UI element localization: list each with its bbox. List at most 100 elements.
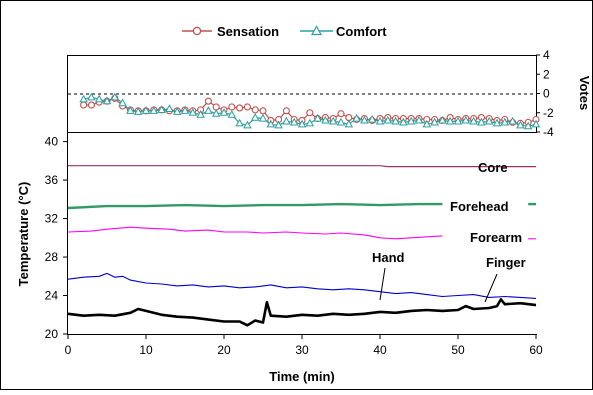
legend-sensation-label: Sensation <box>217 24 279 39</box>
comfort-point <box>523 121 533 130</box>
comfort-point <box>461 115 471 124</box>
sensation-point <box>80 101 88 109</box>
temperature-y-tick-label: 36 <box>45 173 59 187</box>
comfort-point <box>196 110 205 118</box>
sensation-point <box>259 107 267 115</box>
series-label-finger: Finger <box>486 255 526 270</box>
comfort-point <box>297 119 307 128</box>
temperature-panel: 40 36 32 28 24 20 0 10 20 30 40 50 60 Temperature (… <box>16 132 543 384</box>
comfort-point <box>313 113 322 122</box>
votes-panel: 4 2 0 -2 -4 Votes <box>67 48 592 139</box>
comfort-point <box>516 120 525 129</box>
sensation-point <box>236 104 244 112</box>
comfort-point <box>289 117 299 126</box>
temperature-line-forehead <box>67 202 443 210</box>
temperature-y-tick-label: 20 <box>45 327 59 341</box>
votes-y-tick-label: -2 <box>543 106 554 120</box>
votes-axis-title: Votes <box>577 76 592 110</box>
comfort-point <box>274 120 283 129</box>
temperature-x-axis: 0 10 20 30 40 50 60 <box>65 334 543 357</box>
comfort-point <box>406 116 416 125</box>
finger-label-pointer <box>484 273 498 303</box>
comfort-point <box>360 115 369 124</box>
sensation-point <box>306 109 314 117</box>
series-label-forehead: Forehead <box>450 199 509 214</box>
hand-label-pointer <box>379 267 386 301</box>
comfort-point <box>445 116 455 125</box>
votes-series-comfort <box>79 92 541 130</box>
votes-y-tick-label: -4 <box>543 125 554 139</box>
comfort-point <box>477 117 486 126</box>
comfort-point <box>266 119 276 128</box>
temperature-line-forearm <box>67 226 443 240</box>
sensation-point <box>87 101 95 109</box>
votes-y-axis: 4 2 0 -2 -4 <box>536 48 554 139</box>
comfort-point <box>508 116 517 125</box>
comfort-point <box>492 118 502 127</box>
comfort-point <box>211 109 221 117</box>
temperature-line-finger <box>67 298 537 327</box>
sensation-point <box>204 97 212 105</box>
comfort-point <box>375 116 385 125</box>
series-label-hand: Hand <box>372 250 405 265</box>
comfort-point <box>126 106 135 114</box>
comfort-point <box>141 106 151 114</box>
comfort-point <box>180 106 190 114</box>
comfort-point <box>172 107 182 115</box>
temperature-series <box>67 165 537 327</box>
temperature-y-axis: 40 36 32 28 24 20 <box>45 135 68 341</box>
comfort-point <box>453 116 463 125</box>
comfort-point <box>438 115 447 124</box>
comfort-point <box>243 120 252 129</box>
comfort-point <box>149 106 159 114</box>
comfort-point <box>250 112 260 121</box>
temperature-line-core <box>68 165 536 168</box>
sensation-point <box>282 107 290 115</box>
sensation-point <box>337 110 345 118</box>
comfort-point <box>227 110 237 118</box>
comfort-point <box>336 117 346 126</box>
comfort-point <box>352 113 361 122</box>
comfort-point <box>258 113 268 122</box>
comfort-point <box>500 117 510 126</box>
legend-comfort-label: Comfort <box>336 24 387 39</box>
comfort-point <box>235 118 244 127</box>
comfort-point <box>367 114 377 123</box>
comfort-point <box>133 107 143 115</box>
time-x-tick-label: 0 <box>65 343 72 357</box>
comfort-point <box>118 98 127 107</box>
time-axis-title: Time (min) <box>269 369 335 384</box>
sensation-point <box>228 103 236 111</box>
comfort-point <box>484 116 494 125</box>
comfort-point <box>383 115 393 124</box>
comfort-point <box>328 116 338 125</box>
time-x-tick-label: 50 <box>451 343 465 357</box>
comfort-point <box>94 94 104 103</box>
sensation-point <box>251 106 259 114</box>
votes-y-tick-label: 0 <box>543 87 550 101</box>
comfort-point <box>399 117 408 126</box>
comfort-point <box>531 119 541 128</box>
legend-comfort-marker <box>310 25 323 36</box>
comfort-point <box>469 116 478 125</box>
comfort-point <box>79 94 88 103</box>
comfort-point <box>204 106 213 114</box>
votes-series <box>79 92 541 130</box>
temperature-y-tick-label: 32 <box>45 212 59 226</box>
comfort-point <box>219 108 229 116</box>
comfort-point <box>414 115 424 124</box>
comfort-point <box>110 92 120 101</box>
temperature-y-tick-label: 28 <box>45 250 59 264</box>
comfort-point <box>102 96 112 105</box>
comfort-point <box>305 118 315 127</box>
time-x-tick-label: 20 <box>217 343 231 357</box>
series-label-core: Core <box>478 160 508 175</box>
comfort-point <box>282 116 291 125</box>
legend: Sensation Comfort <box>182 24 387 39</box>
temperature-line-hand <box>67 272 537 299</box>
time-x-tick-label: 40 <box>373 343 387 357</box>
comfort-point <box>430 117 439 126</box>
temperature-y-tick-label: 40 <box>45 135 59 149</box>
